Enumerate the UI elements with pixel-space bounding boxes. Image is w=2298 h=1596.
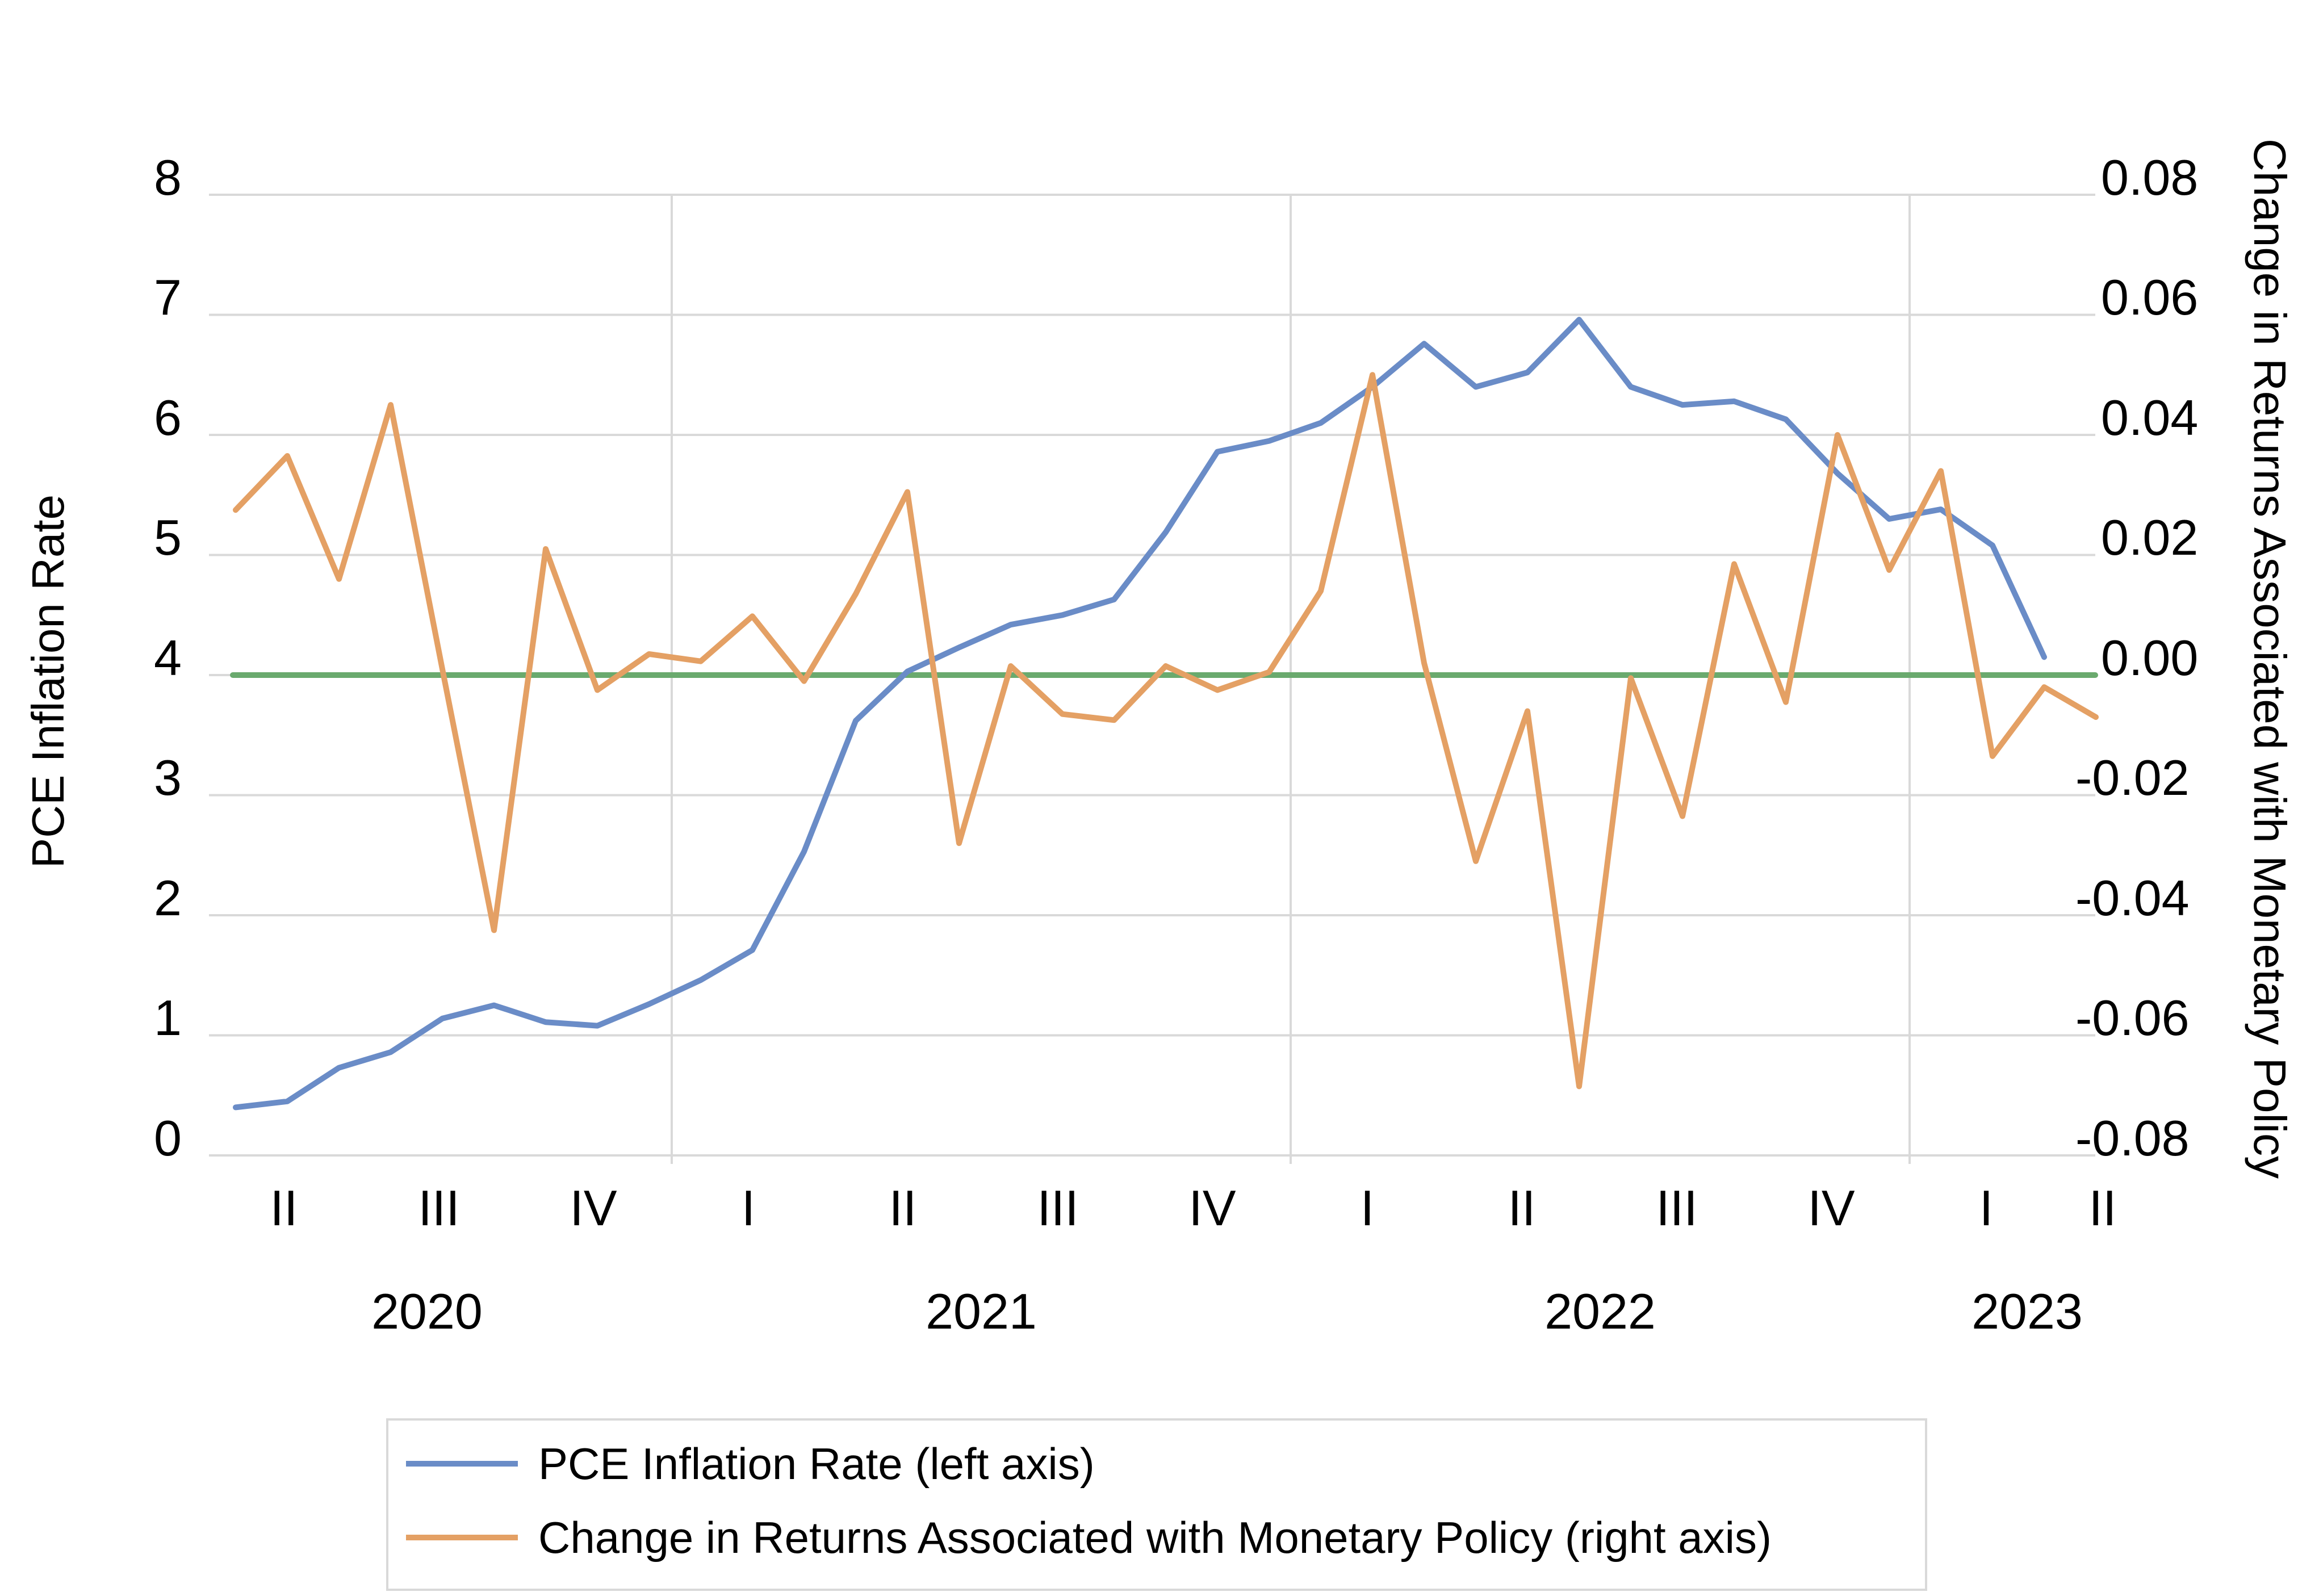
year-label: 2023 bbox=[1971, 1283, 2083, 1339]
right-tick: 0.00 bbox=[2101, 630, 2198, 686]
quarter-label: III bbox=[1656, 1180, 1697, 1236]
quarter-label: IV bbox=[1807, 1180, 1855, 1236]
quarter-label: II bbox=[2089, 1180, 2117, 1236]
right-tick: 0.08 bbox=[2101, 149, 2198, 206]
quarter-label: IV bbox=[1188, 1180, 1236, 1236]
series-pce-inflation-line bbox=[233, 317, 2047, 1111]
left-tick: 5 bbox=[154, 509, 182, 565]
left-y-axis: 0 1 2 3 4 5 6 7 8 PCE Inflation Rate bbox=[23, 149, 182, 1166]
quarter-labels: II III IV I II III IV I II III IV I II bbox=[270, 1180, 2117, 1236]
right-y-axis: -0.08 -0.06 -0.04 -0.02 0.00 0.02 0.04 0… bbox=[2075, 139, 2295, 1179]
series-returns-line bbox=[233, 372, 2099, 1090]
quarter-label: I bbox=[742, 1180, 755, 1236]
left-tick: 4 bbox=[154, 630, 182, 686]
right-tick: -0.04 bbox=[2075, 870, 2190, 926]
left-tick: 6 bbox=[154, 389, 182, 446]
right-tick: -0.06 bbox=[2075, 990, 2190, 1046]
right-tick: 0.02 bbox=[2101, 509, 2198, 565]
legend-label-returns: Change in Returns Associated with Moneta… bbox=[538, 1513, 1772, 1563]
legend-label-pce: PCE Inflation Rate (left axis) bbox=[538, 1439, 1095, 1489]
left-axis-title: PCE Inflation Rate bbox=[23, 495, 73, 868]
legend-box bbox=[386, 1418, 1927, 1591]
year-labels: 2020 2021 2022 2023 bbox=[371, 1283, 2083, 1339]
left-tick: 8 bbox=[154, 149, 182, 206]
left-tick: 2 bbox=[154, 870, 182, 926]
quarter-label: II bbox=[1508, 1180, 1536, 1236]
left-tick: 1 bbox=[154, 990, 182, 1046]
left-tick: 7 bbox=[154, 269, 182, 325]
year-label: 2022 bbox=[1544, 1283, 1656, 1339]
right-axis-title: Change in Returns Associated with Moneta… bbox=[2245, 139, 2295, 1179]
right-tick: 0.04 bbox=[2101, 389, 2198, 446]
quarter-label: IV bbox=[570, 1180, 617, 1236]
year-label: 2021 bbox=[926, 1283, 1037, 1339]
series-layer bbox=[230, 317, 2099, 1111]
quarter-label: III bbox=[1037, 1180, 1078, 1236]
quarter-label: II bbox=[889, 1180, 917, 1236]
right-tick: -0.02 bbox=[2075, 749, 2190, 806]
year-label: 2020 bbox=[371, 1283, 483, 1339]
legend: PCE Inflation Rate (left axis) Change in… bbox=[386, 1418, 1927, 1591]
quarter-label: II bbox=[270, 1180, 298, 1236]
right-tick: -0.08 bbox=[2075, 1110, 2190, 1166]
left-tick: 0 bbox=[154, 1110, 182, 1166]
left-tick: 3 bbox=[154, 749, 182, 806]
quarter-label: III bbox=[418, 1180, 459, 1236]
quarter-label: I bbox=[1361, 1180, 1374, 1236]
right-tick: 0.06 bbox=[2101, 269, 2198, 325]
quarter-label: I bbox=[1979, 1180, 1993, 1236]
